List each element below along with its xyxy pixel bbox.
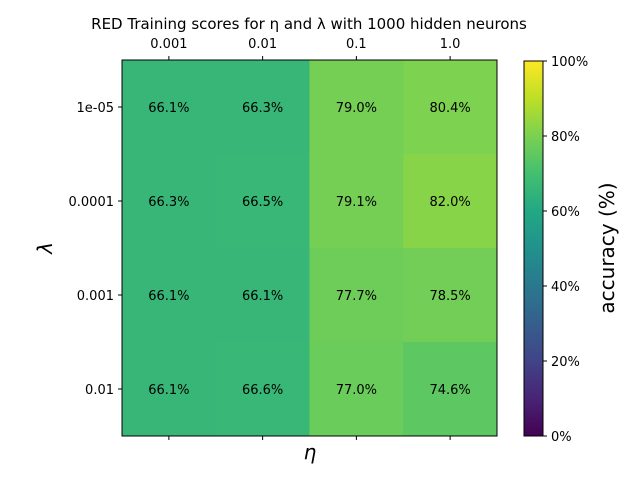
cell-value-label: 74.6% [429,383,470,398]
cell-value-label: 66.1% [148,101,189,116]
cell-value-label: 77.7% [336,289,377,304]
colorbar-label: accuracy (%) [595,182,619,313]
cell-value-label: 77.0% [336,383,377,398]
heatmap-cell [403,154,498,249]
chart-title: RED Training scores for η and λ with 100… [91,15,527,33]
y-tick-label: 0.0001 [69,195,115,210]
cell-value-label: 66.6% [242,383,283,398]
x-axis-label: η [304,440,317,464]
heatmap-cell [215,154,310,249]
cell-value-label: 80.4% [429,101,470,116]
cell-value-label: 78.5% [429,289,470,304]
heatmap-cell [309,60,404,155]
heatmap-cells [122,60,498,437]
cell-labels: 66.1% 66.3% 79.0% 80.4% 66.3% 66.5% 79.1% 82.0%… [148,101,471,398]
heatmap-cell [122,60,217,155]
heatmap-cell [403,248,498,343]
cell-value-label: 66.1% [148,289,189,304]
colorbar-tick-label: 80% [551,130,580,145]
cell-value-label: 79.0% [336,101,377,116]
y-tick-label: 0.001 [77,289,114,304]
y-tick-label: 1e-05 [76,101,114,116]
colorbar-tick-label: 100% [551,55,588,70]
cell-value-label: 82.0% [429,195,470,210]
y-ticks: 1e-05 0.0001 0.001 0.01 [69,101,122,398]
x-ticks: 0.001 0.01 0.1 1.0 [150,37,460,440]
heatmap-cell [215,248,310,343]
x-tick-label: 1.0 [440,37,461,52]
heatmap-cell [122,248,217,343]
heatmap-cell [309,342,404,437]
colorbar-tick-label: 60% [551,205,580,220]
x-tick-label: 0.001 [150,37,187,52]
colorbar-tick-label: 0% [551,430,572,445]
cell-value-label: 66.3% [242,101,283,116]
heatmap-cell [403,342,498,437]
heatmap-cell [215,60,310,155]
cell-value-label: 66.1% [148,383,189,398]
heatmap-cell [122,342,217,437]
cell-value-label: 66.1% [242,289,283,304]
x-tick-label: 0.01 [248,37,277,52]
cell-value-label: 66.5% [242,195,283,210]
colorbar-tick-label: 20% [551,355,580,370]
heatmap-cell [403,60,498,155]
heatmap-cell [122,154,217,249]
cell-value-label: 79.1% [336,195,377,210]
x-tick-label: 0.1 [346,37,367,52]
heatmap-cell [215,342,310,437]
y-tick-label: 0.01 [85,383,114,398]
plot-frame [121,59,498,437]
colorbar-tick-label: 40% [551,280,580,295]
colorbar [523,60,544,437]
y-axis-label: λ [33,242,57,255]
colorbar-ticks: 0% 20% 40% 60% 80% 100% [543,55,588,445]
heatmap-cell [309,248,404,343]
heatmap-cell [309,154,404,249]
cell-value-label: 66.3% [148,195,189,210]
